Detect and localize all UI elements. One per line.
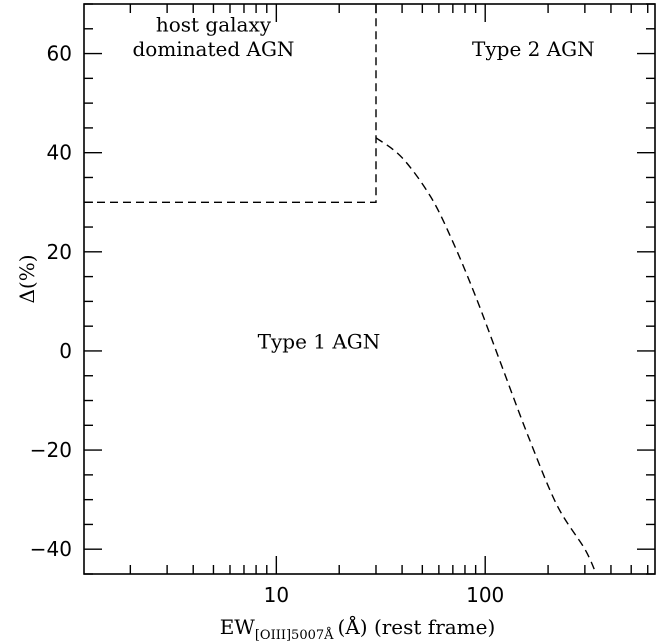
annotation-type2: Type 2 AGN <box>472 37 595 61</box>
y-tick-label: 20 <box>47 240 72 264</box>
annotation-host: dominated AGN <box>132 37 294 61</box>
x-tick-label: 100 <box>466 583 504 607</box>
y-tick-label: −20 <box>30 438 72 462</box>
y-tick-label: 40 <box>47 141 72 165</box>
series-layer <box>84 4 597 575</box>
plot-frame <box>83 3 656 575</box>
annotation-host: host galaxy <box>156 12 272 36</box>
x-axis-label: EW[OIII]5007Å (Å) (rest frame) <box>220 614 496 643</box>
y-tick-label: 0 <box>59 339 72 363</box>
x-axis-label-subscript: [OIII]5007Å <box>255 627 334 643</box>
y-axis-label: Δ(%) <box>15 254 39 303</box>
x-tick-label: 10 <box>264 583 289 607</box>
type2-boundary-curve <box>375 137 597 575</box>
x-axis-label-main: EW <box>220 615 256 639</box>
y-tick-label: −40 <box>30 537 72 561</box>
annotation-type1: Type 1 AGN <box>258 329 381 353</box>
ticks-layer <box>84 3 655 575</box>
x-axis-label-rest: (Å) (rest frame) <box>338 614 496 639</box>
y-tick-label: 60 <box>47 42 72 66</box>
labels-layer: 10 100 60 40 20 0 −20 −40 <box>30 42 505 607</box>
host-dominated-boundary-line <box>84 4 377 203</box>
